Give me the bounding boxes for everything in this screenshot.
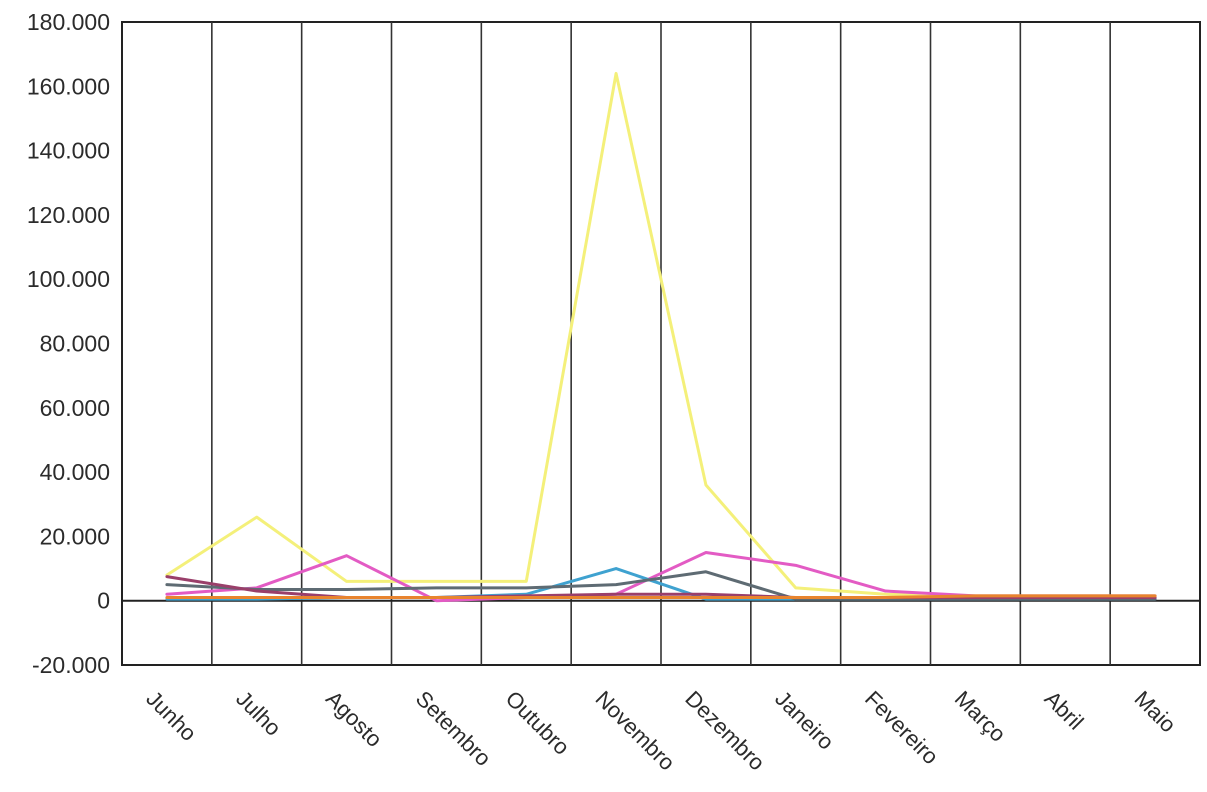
x-tick-label: Junho bbox=[141, 686, 201, 746]
x-tick-label: Março bbox=[950, 686, 1011, 747]
x-tick-label: Outubro bbox=[501, 686, 575, 760]
x-tick-label: Novembro bbox=[591, 686, 680, 775]
x-tick-label: Dezembro bbox=[680, 686, 769, 775]
y-tick-label: 40.000 bbox=[40, 459, 110, 485]
y-tick-label: 120.000 bbox=[27, 202, 110, 228]
series-line bbox=[165, 570, 1157, 601]
y-tick-label: 140.000 bbox=[27, 138, 110, 164]
y-tick-label: 160.000 bbox=[27, 73, 110, 99]
x-tick-label: Maio bbox=[1130, 686, 1181, 737]
x-tick-label: Setembro bbox=[411, 686, 496, 771]
y-tick-label: 180.000 bbox=[27, 9, 110, 35]
x-tick-label: Fevereiro bbox=[860, 686, 943, 769]
y-tick-label: -20.000 bbox=[32, 652, 110, 678]
y-tick-label: 0 bbox=[97, 588, 110, 614]
y-tick-label: 100.000 bbox=[27, 266, 110, 292]
x-tick-label: Julho bbox=[231, 686, 286, 741]
y-tick-label: 80.000 bbox=[40, 331, 110, 357]
y-axis-tick-labels: 180.000 160.000 140.000 120.000 100.000 80.00… bbox=[27, 9, 110, 678]
x-tick-label: Janeiro bbox=[770, 686, 839, 755]
x-tick-label: Abril bbox=[1040, 686, 1089, 735]
y-tick-label: 60.000 bbox=[40, 395, 110, 421]
series-lines bbox=[165, 71, 1157, 603]
y-tick-label: 20.000 bbox=[40, 523, 110, 549]
x-tick-label: Agosto bbox=[321, 686, 387, 752]
series-line bbox=[165, 594, 1157, 599]
x-axis-tick-labels: Junho Julho Agosto Setembro Outubro Novembro D… bbox=[141, 686, 1181, 775]
